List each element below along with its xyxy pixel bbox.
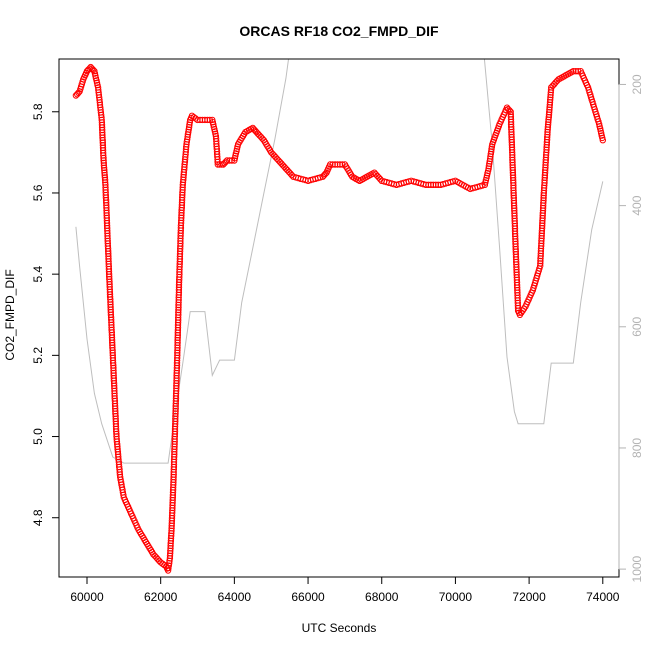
chart-title: ORCAS RF18 CO2_FMPD_DIF: [239, 23, 439, 39]
x-tick-label: 70000: [439, 590, 473, 604]
data-point: [184, 133, 191, 141]
data-point: [276, 158, 284, 166]
data-point: [487, 153, 494, 160]
data-point: [226, 157, 233, 164]
y-tick-label: 5.2: [31, 347, 45, 364]
y2-tick-label: 800: [630, 438, 644, 458]
y-tick-label: 5.0: [31, 428, 45, 445]
data-point: [547, 86, 555, 94]
data-point: [165, 562, 173, 569]
data-point: [186, 119, 194, 126]
x-tick-label: 60000: [70, 590, 104, 604]
data-point: [153, 554, 160, 561]
y-tick-label: 5.8: [31, 103, 45, 120]
x-tick-label: 62000: [144, 590, 178, 604]
data-point: [75, 89, 82, 97]
pressure-line: [75, 59, 604, 464]
y2-tick-label: 600: [630, 316, 644, 336]
data-point: [317, 174, 324, 181]
data-point: [89, 66, 97, 74]
data-point: [598, 130, 605, 137]
y-tick-label: 5.6: [31, 184, 45, 201]
x-tick-label: 72000: [512, 590, 546, 604]
x-tick-label: 68000: [365, 590, 399, 604]
data-point: [599, 137, 606, 144]
data-point: [506, 107, 513, 114]
plot-area: [72, 59, 606, 574]
x-tick-label: 74000: [586, 590, 620, 604]
x-tick-label: 64000: [218, 590, 252, 604]
data-point: [222, 158, 230, 166]
x-tick-label: 66000: [291, 590, 325, 604]
data-point: [271, 152, 278, 159]
data-point: [101, 169, 108, 176]
data-point: [196, 116, 204, 124]
plot-frame: [58, 58, 620, 578]
data-point: [101, 176, 109, 184]
y2-tick-label: 400: [630, 195, 644, 215]
y-tick-label: 4.8: [31, 509, 45, 526]
data-point: [488, 145, 495, 153]
data-point: [192, 115, 199, 122]
data-point: [223, 157, 231, 164]
data-point: [210, 121, 217, 128]
data-point: [372, 171, 379, 178]
y2-tick-label: 1000: [630, 555, 644, 582]
x-axis-label: UTC Seconds: [302, 621, 377, 635]
data-point: [486, 160, 493, 167]
data-point: [231, 155, 239, 162]
data-point: [194, 116, 201, 124]
data-point: [100, 162, 108, 169]
data-point: [483, 172, 491, 179]
data-point: [514, 304, 522, 312]
data-point: [185, 126, 192, 133]
data-point: [86, 65, 93, 72]
y2-tick-label: 200: [630, 74, 644, 94]
y-axis-label: CO2_FMPD_DIF: [3, 269, 17, 360]
axes: 60000 62000 64000 66000 68000 70000 72000 74000…: [31, 58, 644, 604]
y-tick-label: 5.4: [31, 265, 45, 282]
